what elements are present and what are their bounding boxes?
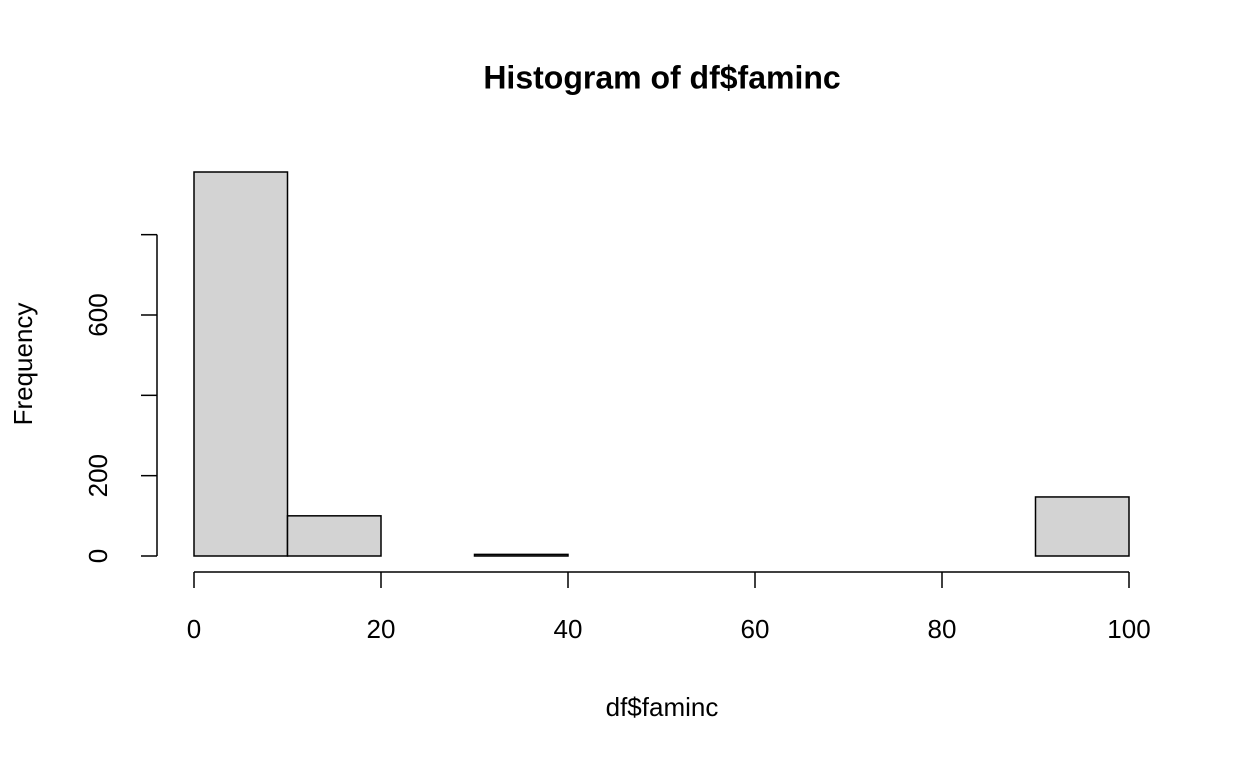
x-tick-label: 100 bbox=[1107, 614, 1150, 644]
bar bbox=[473, 553, 569, 557]
y-tick-label: 200 bbox=[83, 454, 113, 497]
bar bbox=[193, 171, 289, 557]
x-axis-label: df$faminc bbox=[606, 692, 719, 722]
x-tick-label: 60 bbox=[741, 614, 770, 644]
bar bbox=[1034, 496, 1130, 557]
y-tick-label: 600 bbox=[83, 293, 113, 336]
y-tick-label: 0 bbox=[83, 549, 113, 563]
x-tick-label: 20 bbox=[367, 614, 396, 644]
x-tick-label: 0 bbox=[187, 614, 201, 644]
bar bbox=[286, 515, 382, 557]
y-axis-label: Frequency bbox=[8, 303, 38, 426]
chart-title: Histogram of df$faminc bbox=[483, 59, 840, 95]
x-tick-label: 40 bbox=[554, 614, 583, 644]
x-tick-label: 80 bbox=[928, 614, 957, 644]
